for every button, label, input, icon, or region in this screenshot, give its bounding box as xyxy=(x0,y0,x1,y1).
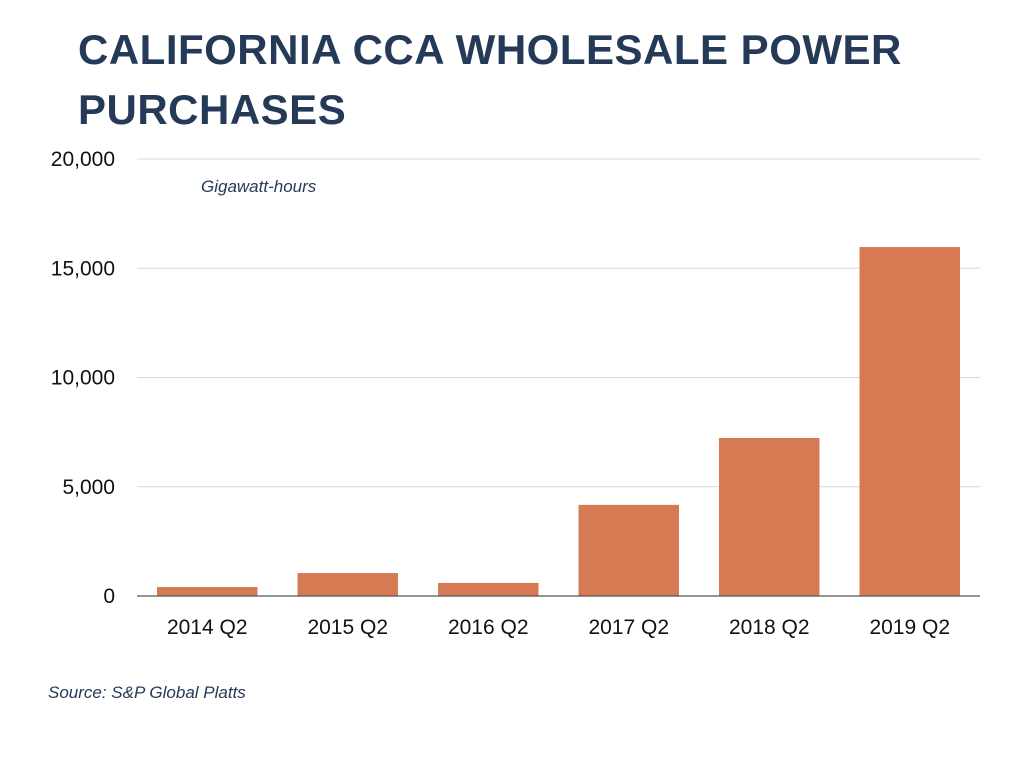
y-tick-label: 5,000 xyxy=(62,476,115,499)
bar-2015-q2 xyxy=(297,573,398,596)
bar-2017-q2 xyxy=(578,504,679,596)
bars xyxy=(157,247,960,597)
chart-title: CALIFORNIA CCA WHOLESALE POWER PURCHASES xyxy=(78,26,902,133)
x-tick-label: 2016 Q2 xyxy=(448,616,529,639)
x-tick-label: 2015 Q2 xyxy=(307,616,388,639)
bar-2016-q2 xyxy=(438,582,539,596)
y-tick-label: 10,000 xyxy=(51,367,115,390)
y-tick-label: 0 xyxy=(103,585,115,608)
y-tick-label: 15,000 xyxy=(51,257,115,280)
unit-label: Gigawatt-hours xyxy=(201,177,317,196)
x-tick-label: 2017 Q2 xyxy=(588,616,669,639)
x-tick-label: 2018 Q2 xyxy=(729,616,810,639)
bar-2019-q2 xyxy=(859,247,960,597)
bar-2018-q2 xyxy=(719,438,820,596)
y-axis-ticks: 0 5,000 10,000 15,000 20,000 xyxy=(51,148,115,608)
x-tick-label: 2014 Q2 xyxy=(167,616,248,639)
y-tick-label: 20,000 xyxy=(51,148,115,171)
x-axis-ticks: 2014 Q2 2015 Q2 2016 Q2 2017 Q2 2018 Q2 2019 … xyxy=(167,616,950,639)
bar-2014-q2 xyxy=(157,587,258,596)
gridlines xyxy=(137,158,980,488)
source-note: Source: S&P Global Platts xyxy=(48,683,246,702)
x-tick-label: 2019 Q2 xyxy=(869,616,950,639)
